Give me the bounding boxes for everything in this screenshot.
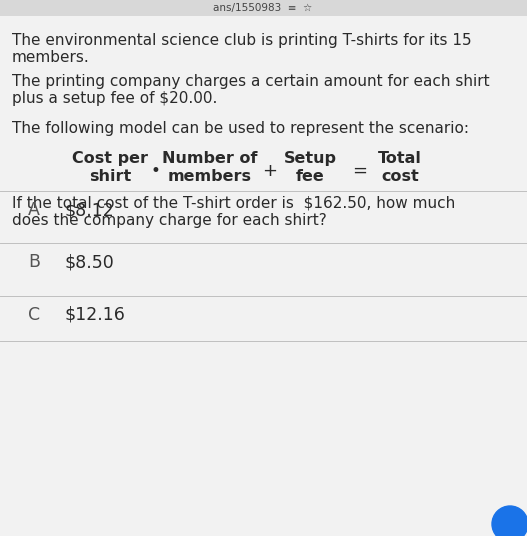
Text: Total: Total xyxy=(378,151,422,166)
FancyBboxPatch shape xyxy=(0,0,527,16)
Circle shape xyxy=(492,506,527,536)
Text: Number of: Number of xyxy=(162,151,258,166)
Text: Setup: Setup xyxy=(284,151,337,166)
Text: If the total cost of the T-shirt order is  $162.50, how much: If the total cost of the T-shirt order i… xyxy=(12,196,455,211)
Text: +: + xyxy=(262,162,278,180)
Text: Cost per: Cost per xyxy=(72,151,148,166)
Text: The following model can be used to represent the scenario:: The following model can be used to repre… xyxy=(12,121,469,136)
Text: The environmental science club is printing T-shirts for its 15: The environmental science club is printi… xyxy=(12,33,472,48)
Text: C: C xyxy=(28,306,40,324)
Text: does the company charge for each shirt?: does the company charge for each shirt? xyxy=(12,213,327,228)
Text: •: • xyxy=(150,162,160,180)
Text: The printing company charges a certain amount for each shirt: The printing company charges a certain a… xyxy=(12,74,490,89)
Text: A: A xyxy=(28,201,40,219)
FancyBboxPatch shape xyxy=(0,16,527,536)
Text: $8.12: $8.12 xyxy=(65,201,115,219)
Text: members.: members. xyxy=(12,50,90,65)
Text: $8.50: $8.50 xyxy=(65,253,115,271)
Text: fee: fee xyxy=(296,169,325,184)
Text: cost: cost xyxy=(381,169,419,184)
Text: members: members xyxy=(168,169,252,184)
Text: plus a setup fee of $20.00.: plus a setup fee of $20.00. xyxy=(12,91,217,106)
Text: B: B xyxy=(28,253,40,271)
Text: $12.16: $12.16 xyxy=(65,306,126,324)
Text: =: = xyxy=(353,162,367,180)
Text: ans/1550983  ≡  ☆: ans/1550983 ≡ ☆ xyxy=(213,3,313,13)
Text: shirt: shirt xyxy=(89,169,131,184)
